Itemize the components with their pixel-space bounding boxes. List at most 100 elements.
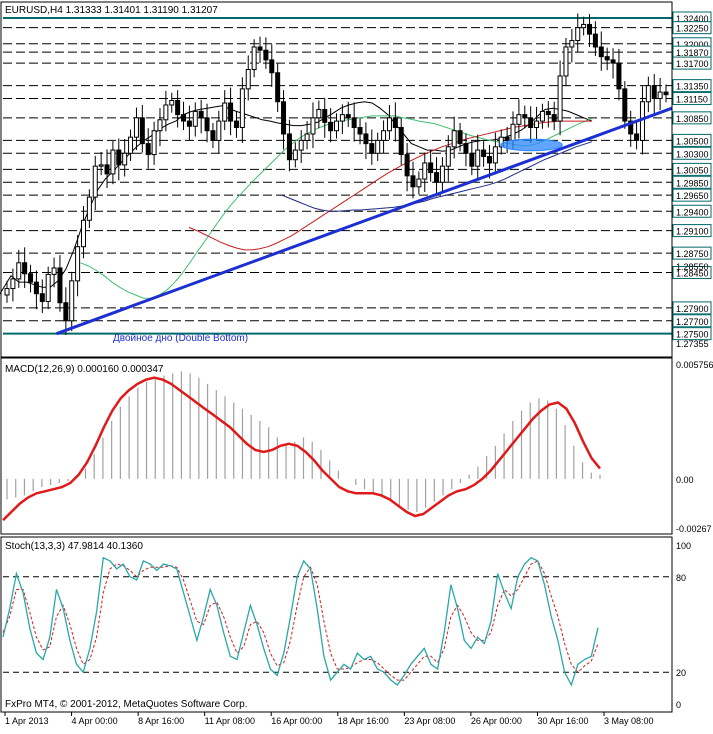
candle-body: [216, 120, 222, 141]
candle-body: [328, 121, 334, 132]
candle-body: [263, 49, 269, 61]
candle-body: [587, 23, 593, 35]
candle-body: [563, 46, 569, 77]
price-tick-label: 1.31700: [676, 59, 709, 69]
candle-body: [145, 143, 151, 156]
candle-body: [157, 119, 163, 132]
panel-frame: [0, 1, 673, 359]
candle-body: [551, 114, 557, 122]
price-tick-label: 1.29100: [676, 227, 709, 237]
candle-body: [539, 110, 545, 122]
candle-body: [80, 219, 86, 248]
candle-body: [275, 72, 281, 103]
candle-body: [381, 130, 387, 141]
candle-body: [457, 130, 463, 145]
candle-body: [592, 33, 598, 48]
stoch-tick-label: 100: [676, 541, 691, 551]
candle-body: [139, 117, 145, 145]
macd-tick-label: 0.00: [676, 475, 694, 485]
candle-body: [657, 91, 663, 100]
candle-body: [269, 59, 275, 74]
candle-body: [98, 164, 104, 167]
price-tag-box: [672, 175, 712, 189]
price-tag-box: [672, 224, 712, 238]
time-tick-label: 23 Apr 08:00: [404, 716, 455, 726]
candle-body: [4, 288, 10, 296]
macd-title: MACD(12,26,9) 0.000160 0.000347: [5, 364, 164, 375]
price-tick-label: 1.31150: [676, 95, 708, 105]
panel-frame: [0, 536, 673, 713]
stoch-tick-label: 0: [676, 700, 681, 710]
candle-body: [163, 104, 169, 121]
support-trendline: [56, 106, 673, 336]
candle-body: [534, 120, 540, 129]
price-tag-box: [672, 162, 712, 176]
price-tag-box: [672, 92, 712, 106]
stochastic-panel: Stoch(13,3,3) 47.9814 40.1360 FxPro MT4,…: [2, 541, 691, 710]
candle-body: [192, 110, 198, 127]
candles: [4, 13, 669, 335]
candle-body: [651, 85, 657, 100]
candle-body: [69, 280, 75, 322]
price-tick-label: 1.32250: [676, 24, 709, 34]
candle-body: [398, 127, 404, 156]
time-axis: 1 Apr 2013 4 Apr 00:00 8 Apr 16:00 11 Apr 0…: [4, 712, 654, 726]
moving-average-line: [281, 141, 593, 212]
candle-body: [486, 156, 492, 164]
macd-signal-polyline: [2, 376, 601, 522]
time-tick-label: 18 Apr 16:00: [338, 716, 389, 726]
candle-body: [528, 117, 534, 129]
panel-frame: [0, 356, 673, 535]
candle-body: [416, 178, 422, 188]
price-tag-box: [672, 265, 712, 279]
time-tick-label: 1 Apr 2013: [5, 716, 49, 726]
candle-body: [86, 196, 92, 221]
candle-body: [204, 117, 210, 132]
candle-body: [133, 117, 139, 138]
candle-body: [345, 114, 351, 119]
stoch-tick-label: 80: [676, 573, 686, 583]
macd-tick-label: 0.005756: [676, 360, 713, 370]
price-tag-box: [672, 146, 712, 160]
time-tick-label: 30 Apr 16:00: [537, 716, 588, 726]
price-tick-label: 1.32400: [676, 14, 709, 24]
candle-body: [175, 99, 181, 116]
candle-body: [363, 133, 369, 145]
time-tick-label: 4 Apr 00:00: [72, 716, 118, 726]
candle-body: [498, 136, 504, 148]
candle-body: [545, 110, 551, 116]
price-tick-label: 1.28550: [676, 262, 709, 272]
price-tick-label: 1.27900: [676, 304, 709, 314]
candle-body: [604, 56, 610, 61]
price-tag-box: [672, 188, 712, 202]
stoch-main-line: [2, 556, 599, 687]
candle-body: [451, 130, 457, 148]
candle-body: [557, 75, 563, 122]
candle-body: [151, 130, 157, 156]
time-tick-label: 26 Apr 00:00: [471, 716, 522, 726]
stoch-title: Stoch(13,3,3) 47.9814 40.1360: [5, 541, 143, 552]
price-tick-label: 1.28750: [676, 249, 709, 259]
price-level-lines: [3, 17, 672, 335]
stoch-tick-label: 20: [676, 668, 686, 678]
double-bottom-label: Двойное дно (Double Bottom): [113, 333, 248, 344]
candle-body: [616, 62, 622, 90]
candle-body: [357, 127, 363, 135]
price-tag-box: [672, 133, 712, 147]
candle-body: [645, 85, 651, 103]
time-tick-label: 8 Apr 16:00: [138, 716, 184, 726]
candle-body: [210, 130, 216, 141]
price-tick-label: 1.30050: [676, 165, 709, 175]
candle-body: [281, 101, 287, 135]
candle-body: [375, 139, 381, 154]
price-tick-label: 1.29400: [676, 207, 709, 217]
time-tick-label: 3 May 08:00: [604, 716, 654, 726]
candle-body: [33, 281, 39, 295]
price-tag-box: [672, 56, 712, 70]
candle-body: [75, 246, 81, 282]
macd-signal-line: [2, 376, 601, 522]
candle-body: [351, 117, 357, 129]
